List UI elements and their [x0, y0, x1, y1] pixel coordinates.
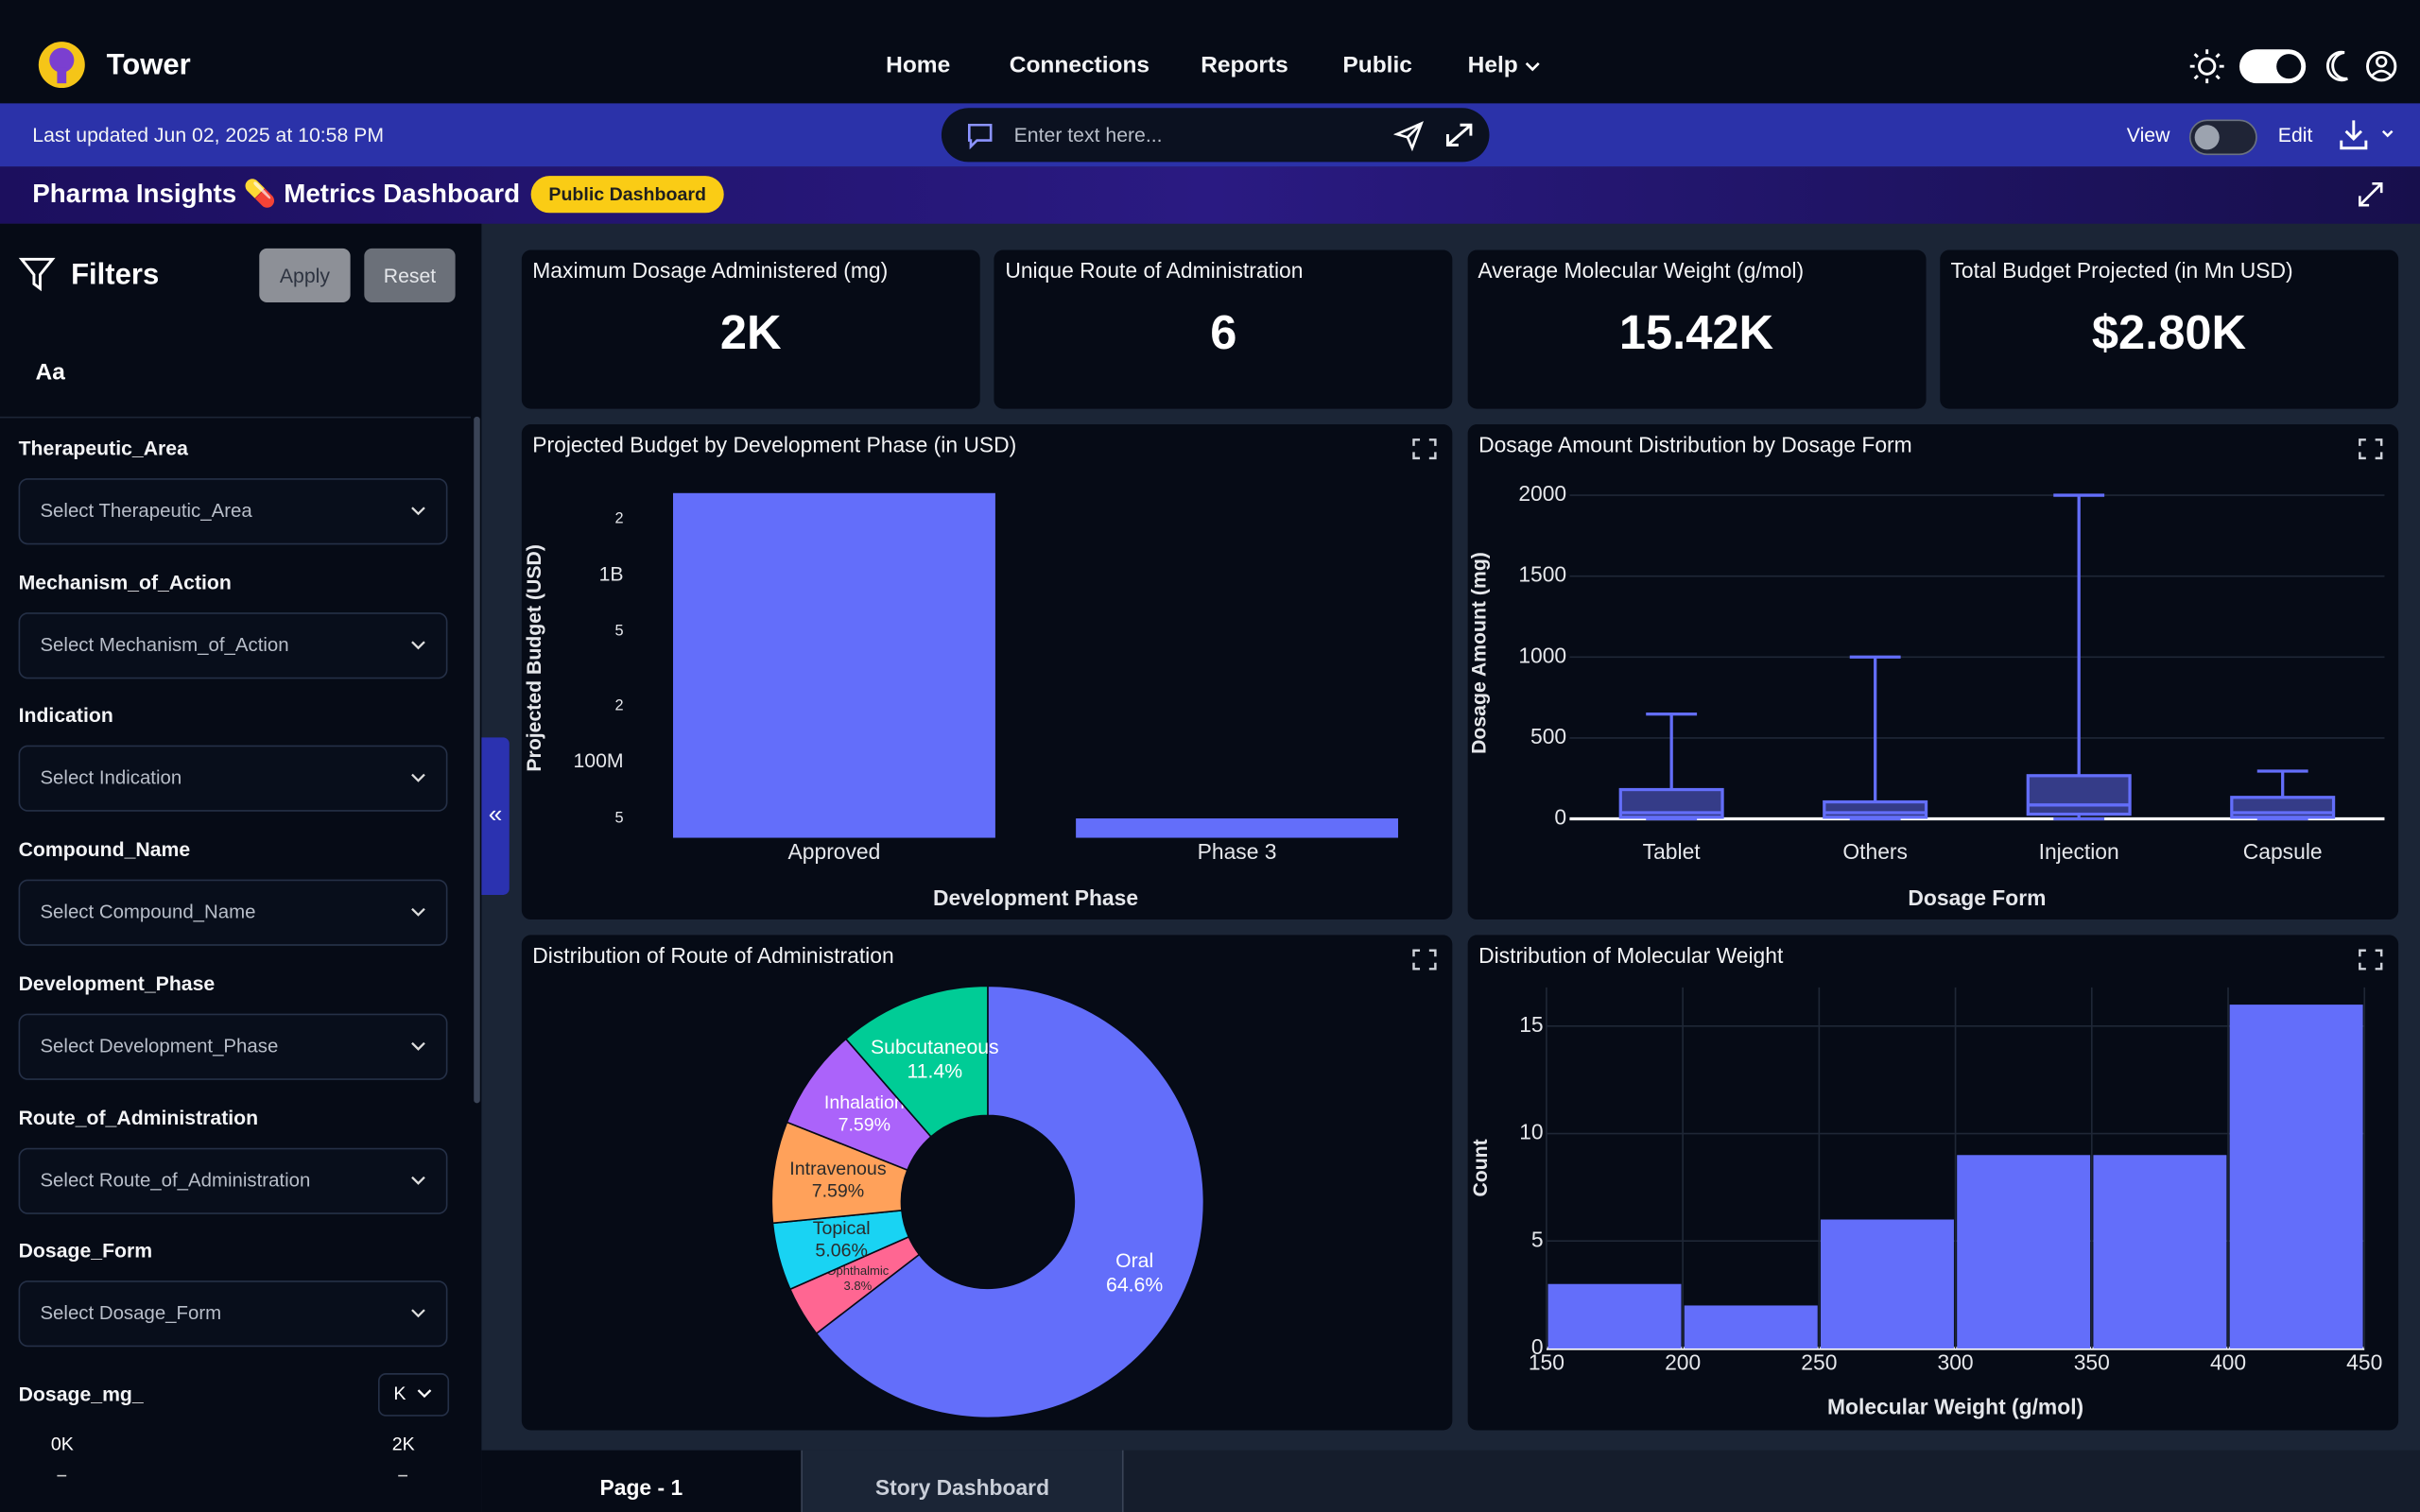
slider-tick	[398, 1474, 408, 1477]
kpi-value: 2K	[719, 305, 782, 360]
range-max: 2K	[391, 1433, 415, 1455]
nav-link[interactable]: Connections	[1009, 52, 1150, 79]
fullscreen-icon[interactable]	[2357, 180, 2384, 208]
header-icons[interactable]	[2188, 46, 2405, 90]
select-placeholder: Select Compound_Name	[40, 901, 256, 923]
filter-label: Mechanism_of_Action	[18, 570, 232, 594]
filter-icon	[18, 257, 56, 292]
nav-link[interactable]: Help	[1467, 52, 1518, 79]
select[interactable]: Select Compound_Name	[18, 879, 448, 946]
view-edit-toggle[interactable]	[2188, 119, 2259, 156]
chevron	[411, 907, 425, 917]
title-bar	[0, 166, 2420, 224]
nav-link[interactable]: Home	[886, 52, 951, 79]
collapse-handle[interactable]: «	[481, 737, 510, 895]
kpi-card: Maximum Dosage Administered (mg) 2K	[521, 249, 980, 409]
kpi-label: Unique Route of Administration	[1005, 257, 1304, 283]
chevron	[411, 1309, 425, 1318]
range-min: 0K	[50, 1433, 74, 1455]
chevron	[411, 1176, 425, 1185]
chart-panel: Distribution of Molecular Weight	[1467, 935, 2399, 1431]
filter-label: Indication	[18, 704, 113, 728]
nav-link[interactable]: Reports	[1201, 52, 1288, 79]
input-placeholder: Enter text here...	[1013, 123, 1163, 147]
chart-title: Projected Budget by Development Phase (i…	[532, 432, 1017, 457]
chart-panel: Distribution of Route of Administration	[521, 935, 1453, 1431]
filter-label: Compound_Name	[18, 837, 191, 862]
select[interactable]: Select Therapeutic_Area	[18, 478, 448, 545]
chevron	[411, 507, 425, 516]
badge: Public Dashboard	[530, 176, 724, 214]
chart-title: Distribution of Route of Administration	[532, 942, 894, 968]
filters-title: Filters	[71, 259, 160, 292]
chevron	[417, 1389, 432, 1399]
dashboard-title: Pharma Insights 💊 Metrics Dashboard	[32, 179, 521, 209]
last-updated: Last updated Jun 02, 2025 at 10:58 PM	[32, 123, 384, 147]
select-placeholder: Select Route_of_Administration	[40, 1168, 311, 1191]
chevron	[411, 1041, 425, 1051]
filter-label: Development_Phase	[18, 971, 216, 995]
chevron	[1525, 62, 1540, 72]
chevron	[411, 640, 425, 649]
edit-label: Edit	[2277, 123, 2313, 147]
divider	[0, 416, 471, 419]
select-placeholder: Select Dosage_Form	[40, 1302, 222, 1325]
kpi-value: $2.80K	[2091, 305, 2247, 360]
apply-button[interactable]: Apply	[259, 248, 351, 302]
select[interactable]: Select Route_of_Administration	[18, 1146, 448, 1214]
unit-select[interactable]	[377, 1373, 450, 1417]
kpi-card: Total Budget Projected (in Mn USD) $2.80K	[1940, 249, 2398, 409]
chevron	[411, 774, 425, 783]
view-label: View	[2126, 123, 2170, 147]
select[interactable]: Select Indication	[18, 746, 448, 813]
slider-tick	[57, 1474, 67, 1477]
logo[interactable]	[37, 40, 86, 89]
select-placeholder: Select Development_Phase	[40, 1035, 279, 1057]
chart-title: Dosage Amount Distribution by Dosage For…	[1478, 432, 1912, 457]
select[interactable]: Select Development_Phase	[18, 1013, 448, 1080]
kpi-label: Maximum Dosage Administered (mg)	[532, 257, 889, 283]
chart-panel: Dosage Amount Distribution by Dosage For…	[1467, 423, 2399, 920]
brand[interactable]: Tower	[106, 49, 191, 82]
font-button[interactable]: Aa	[35, 359, 65, 387]
nav-link[interactable]: Public	[1342, 52, 1412, 79]
select[interactable]: Select Mechanism_of_Action	[18, 611, 448, 679]
kpi-value: 6	[1210, 305, 1237, 360]
tab[interactable]: Page - 1	[481, 1450, 803, 1512]
kpi-value: 15.42K	[1618, 305, 1774, 360]
input-actions[interactable]	[1393, 119, 1486, 153]
kpi-card: Average Molecular Weight (g/mol) 15.42K	[1466, 249, 1926, 409]
download-icon[interactable]	[2337, 117, 2402, 154]
chart-title: Distribution of Molecular Weight	[1478, 942, 1784, 968]
top-bar	[0, 0, 2420, 104]
kpi-card: Unique Route of Administration 6	[994, 249, 1453, 409]
tab[interactable]: Story Dashboard	[802, 1450, 1124, 1512]
filter-label: Route_of_Administration	[18, 1105, 259, 1129]
scrollbar[interactable]	[474, 416, 480, 1104]
filter-label: Therapeutic_Area	[18, 437, 188, 460]
select-placeholder: Select Therapeutic_Area	[40, 499, 252, 522]
filter-label: Dosage_Form	[18, 1239, 153, 1263]
range-label: Dosage_mg_	[18, 1382, 144, 1406]
select[interactable]: Select Dosage_Form	[18, 1280, 448, 1348]
kpi-label: Total Budget Projected (in Mn USD)	[1950, 257, 2293, 283]
chart-panel: Projected Budget by Development Phase (i…	[521, 423, 1453, 920]
unit-label: K	[393, 1382, 406, 1404]
reset-button[interactable]: Reset	[364, 248, 456, 302]
chat-icon	[967, 123, 993, 150]
select-placeholder: Select Indication	[40, 767, 182, 789]
select-placeholder: Select Mechanism_of_Action	[40, 633, 289, 656]
kpi-label: Average Molecular Weight (g/mol)	[1478, 257, 1805, 283]
